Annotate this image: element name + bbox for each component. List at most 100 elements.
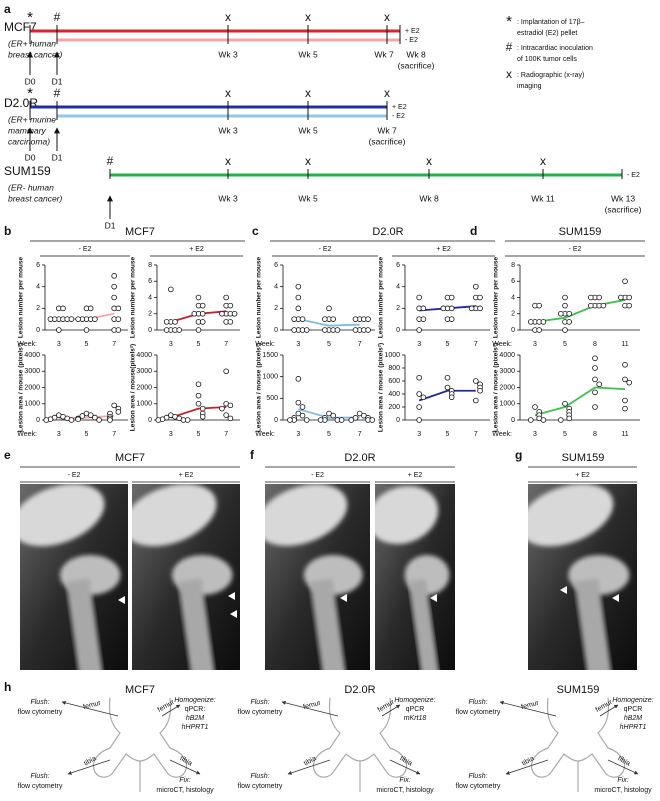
data-point [79, 413, 86, 419]
femur-arrow [61, 700, 119, 717]
procedure-label: Flush: [250, 699, 269, 706]
x-tick-label: 3 [533, 431, 537, 438]
event-marker: # [107, 154, 114, 168]
data-point [540, 417, 547, 423]
y-tick-label: 0 [148, 327, 152, 334]
lesion-arrowhead [228, 592, 235, 600]
tibia-bone [309, 578, 348, 670]
y-tick-label: 3000 [136, 368, 152, 375]
y-tick-label: 6 [511, 278, 515, 285]
data-point [592, 376, 598, 383]
week-label: Wk 5 [298, 49, 318, 59]
panel-label: g [515, 448, 522, 462]
data-point [75, 316, 81, 322]
y-tick-label: 1000 [136, 401, 152, 408]
lesion-arrowhead [118, 596, 125, 604]
panel-label: c [252, 224, 259, 238]
lesion-arrowhead [612, 594, 619, 602]
y-tick-label: 0 [511, 417, 515, 424]
data-point [223, 368, 229, 375]
mouse-outline [92, 697, 188, 792]
data-point [348, 417, 355, 423]
y-tick-label: 4 [148, 294, 152, 301]
legend-text: : Radiographic (x-ray) [517, 72, 584, 79]
data-point [622, 361, 628, 368]
y-tick-label: 8 [511, 262, 515, 269]
procedure-label: flow cytometry [18, 709, 63, 716]
model-description: mammary [8, 125, 47, 135]
procedure-label: mKrt18 [404, 715, 427, 722]
data-point [592, 404, 598, 410]
imaging-marker: x [225, 154, 231, 168]
y-tick-label: 6 [274, 262, 278, 269]
y-tick-label: 4 [274, 284, 278, 291]
group-subtitle: - E2 [68, 472, 81, 479]
data-point [321, 316, 328, 322]
x-tick-label: 3 [57, 431, 61, 438]
procedure-label: flow cytometry [456, 783, 501, 790]
procedure-label: flow cytometry [238, 783, 283, 790]
data-point [168, 286, 174, 293]
group-subtitle: + E2 [436, 246, 451, 253]
data-point [199, 319, 206, 325]
data-point [295, 376, 302, 382]
legend-symbol: x [506, 67, 512, 81]
median-line [534, 386, 626, 416]
data-point [47, 316, 54, 322]
data-point [600, 302, 607, 309]
x-tick-label: 7 [358, 341, 362, 348]
tibia-bone [65, 578, 105, 670]
procedure-label: hB2M [186, 715, 204, 722]
data-point [227, 302, 234, 309]
data-point [111, 283, 117, 290]
week-label: Wk 5 [298, 193, 318, 203]
data-point [477, 305, 483, 312]
data-point [115, 305, 122, 312]
radiograph [375, 484, 455, 670]
model-description: (ER- human [8, 182, 54, 192]
x-axis-title: Week: [492, 431, 512, 438]
procedure-label: hHPRT1 [620, 724, 647, 731]
data-point [557, 417, 564, 423]
data-point [219, 310, 225, 317]
data-point [199, 302, 206, 309]
data-point [299, 412, 306, 419]
group-title: D2.0R [344, 452, 375, 464]
imaging-marker: x [540, 154, 546, 168]
y-tick-label: 6 [148, 278, 152, 285]
data-point [87, 412, 94, 418]
data-point [617, 294, 624, 301]
y-tick-label: 0 [148, 417, 152, 424]
x-tick-label: 3 [417, 341, 421, 348]
data-point [444, 374, 451, 381]
mouse-outline [312, 697, 408, 792]
data-point [163, 319, 170, 325]
y-tick-label: 1000 [384, 352, 400, 359]
data-point [295, 294, 302, 301]
tibia-arrow [607, 759, 639, 775]
data-point [527, 417, 534, 423]
event-marker: # [54, 86, 61, 100]
data-point [291, 316, 297, 322]
data-point [596, 294, 602, 301]
x-tick-label: 7 [474, 341, 478, 348]
day-label: D1 [105, 220, 116, 230]
week-label: Wk 11 [531, 193, 555, 203]
panel-label: a [4, 2, 11, 16]
group-subtitle: + E2 [575, 472, 590, 479]
x-tick-label: 5 [327, 341, 331, 348]
model-description: (ER+ human [8, 38, 56, 48]
procedure-label: qPCR: [185, 706, 206, 713]
y-axis-title: Lesion area / mouse (pixels²) [378, 343, 385, 432]
data-point [626, 294, 632, 301]
data-point [361, 412, 367, 419]
x-tick-label: 7 [224, 341, 228, 348]
treatment-arm: - E2 [627, 172, 640, 179]
data-point [592, 355, 598, 362]
legend-text: estradiol (E2) pellet [517, 30, 577, 37]
data-point [420, 394, 427, 401]
data-point [111, 273, 117, 279]
bone-head [528, 484, 614, 547]
day-label: D1 [52, 76, 63, 86]
x-axis-title: Week: [255, 431, 275, 438]
